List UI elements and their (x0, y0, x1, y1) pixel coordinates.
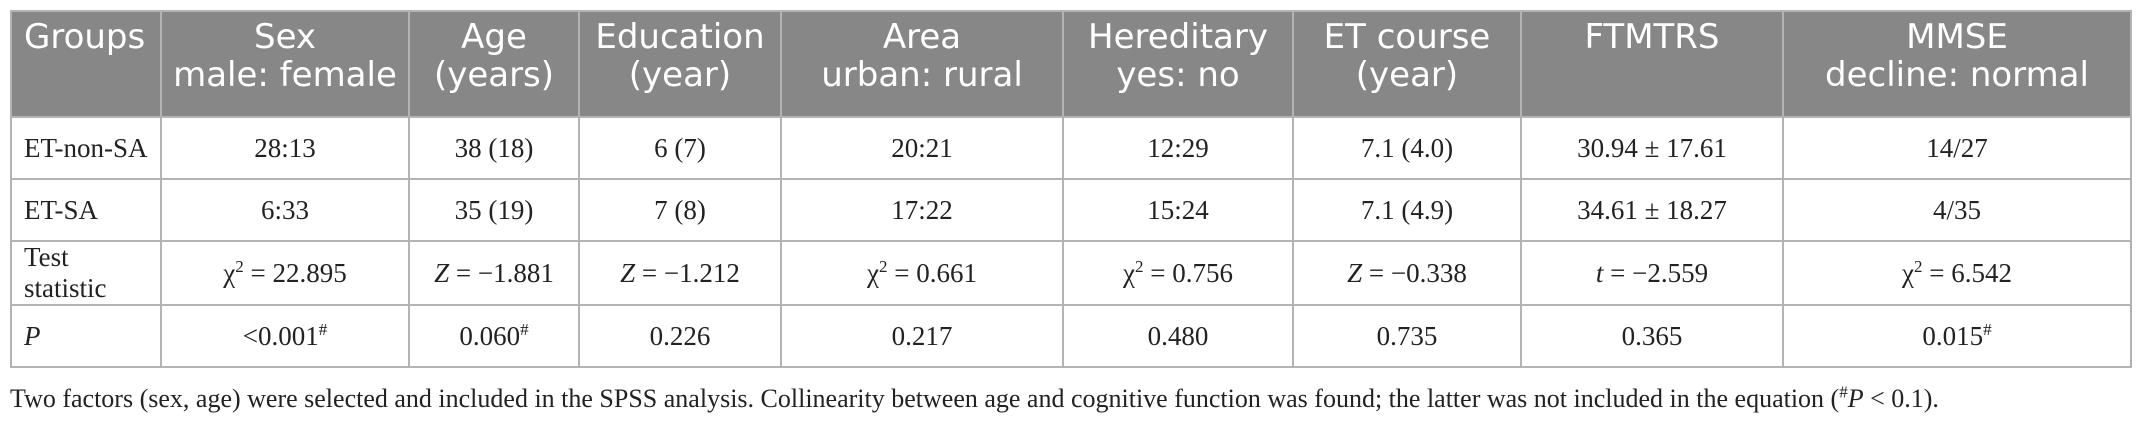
p-value: 0.015 (1922, 320, 1984, 351)
table-row: P <0.001# 0.060# 0.226 0.217 0.480 0.735… (10, 304, 2132, 368)
header-ftmtrs: FTMTRS (1520, 10, 1784, 118)
cell-mmse: 14/27 (1782, 116, 2132, 180)
stat-value: = −0.338 (1362, 257, 1467, 288)
footnote-tail: < 0.1). (1863, 384, 1939, 413)
p-value: 0.060 (459, 320, 521, 351)
cell-education: 0.226 (578, 304, 782, 368)
results-table-container: Groups Sex male: female Age (years) Educa… (10, 10, 2132, 368)
stat-value: = −2.559 (1603, 257, 1709, 288)
footnote-text: Two factors (sex, age) were selected and… (10, 384, 1840, 413)
header-area: Area urban: rural (780, 10, 1064, 118)
cell-et-course: 7.1 (4.0) (1292, 116, 1522, 180)
stat-symbol: Z (434, 257, 450, 288)
table-row: Test statistic χ2 = 22.895 Z = −1.881 Z … (10, 240, 2132, 306)
stat-exponent: 2 (235, 256, 244, 276)
cell-sex: 28:13 (160, 116, 410, 180)
header-age: Age (years) (408, 10, 580, 118)
cell-area: χ2 = 0.661 (780, 240, 1064, 306)
stat-value: = 0.756 (1143, 257, 1233, 288)
header-et-course: ET course (year) (1292, 10, 1522, 118)
cell-age: 0.060# (408, 304, 580, 368)
row-label: Test statistic (10, 240, 162, 306)
significance-mark: # (1983, 319, 1992, 339)
stat-symbol: χ (223, 257, 236, 288)
cell-et-course: Z = −0.338 (1292, 240, 1522, 306)
stat-symbol: χ (1902, 257, 1914, 288)
stat-exponent: 2 (1914, 256, 1923, 276)
header-groups: Groups (10, 10, 162, 118)
p-value: <0.001 (242, 320, 319, 351)
cell-area: 17:22 (780, 178, 1064, 242)
cell-area: 20:21 (780, 116, 1064, 180)
significance-mark: # (318, 319, 328, 339)
cell-education: 6 (7) (578, 116, 782, 180)
table-footnote: Two factors (sex, age) were selected and… (10, 382, 2130, 414)
cell-hereditary: χ2 = 0.756 (1062, 240, 1294, 306)
cell-et-course: 7.1 (4.9) (1292, 178, 1522, 242)
cell-age: Z = −1.881 (408, 240, 580, 306)
stat-symbol: Z (1347, 257, 1363, 288)
footnote-mark: # (1839, 382, 1848, 402)
table-row: ET-non-SA 28:13 38 (18) 6 (7) 20:21 12:2… (10, 116, 2132, 180)
stat-symbol: t (1595, 257, 1604, 288)
stat-symbol: Z (620, 257, 636, 288)
stat-value: = −1.881 (449, 257, 554, 288)
row-label: P (10, 304, 162, 368)
cell-area: 0.217 (780, 304, 1064, 368)
header-hereditary: Hereditary yes: no (1062, 10, 1294, 118)
stat-exponent: 2 (1135, 256, 1144, 276)
stat-value: = 22.895 (243, 257, 347, 288)
cell-mmse: 0.015# (1782, 304, 2132, 368)
results-table: Groups Sex male: female Age (years) Educa… (10, 10, 2132, 368)
stat-value: = 0.661 (887, 257, 977, 288)
table-row: ET-SA 6:33 35 (19) 7 (8) 17:22 15:24 7.1… (10, 178, 2132, 242)
cell-education: Z = −1.212 (578, 240, 782, 306)
footnote-p: P (1847, 384, 1864, 413)
header-row: Groups Sex male: female Age (years) Educa… (10, 10, 2132, 118)
cell-mmse: 4/35 (1782, 178, 2132, 242)
cell-hereditary: 0.480 (1062, 304, 1294, 368)
row-label: ET-SA (10, 178, 162, 242)
cell-ftmtrs: t = −2.559 (1520, 240, 1784, 306)
cell-education: 7 (8) (578, 178, 782, 242)
row-label: ET-non-SA (10, 116, 162, 180)
stat-symbol: χ (867, 257, 879, 288)
cell-ftmtrs: 0.365 (1520, 304, 1784, 368)
stat-symbol: χ (1123, 257, 1135, 288)
cell-age: 38 (18) (408, 116, 580, 180)
cell-hereditary: 12:29 (1062, 116, 1294, 180)
stat-exponent: 2 (879, 256, 888, 276)
cell-ftmtrs: 30.94 ± 17.61 (1520, 116, 1784, 180)
header-sex: Sex male: female (160, 10, 410, 118)
significance-mark: # (520, 319, 529, 339)
cell-age: 35 (19) (408, 178, 580, 242)
cell-hereditary: 15:24 (1062, 178, 1294, 242)
header-mmse: MMSE decline: normal (1782, 10, 2132, 118)
cell-mmse: χ2 = 6.542 (1782, 240, 2132, 306)
cell-ftmtrs: 34.61 ± 18.27 (1520, 178, 1784, 242)
stat-value: = 6.542 (1922, 257, 2012, 288)
cell-et-course: 0.735 (1292, 304, 1522, 368)
cell-sex: <0.001# (160, 304, 410, 368)
header-education: Education (year) (578, 10, 782, 118)
cell-sex: 6:33 (160, 178, 410, 242)
stat-value: = −1.212 (635, 257, 740, 288)
cell-sex: χ2 = 22.895 (160, 240, 410, 306)
